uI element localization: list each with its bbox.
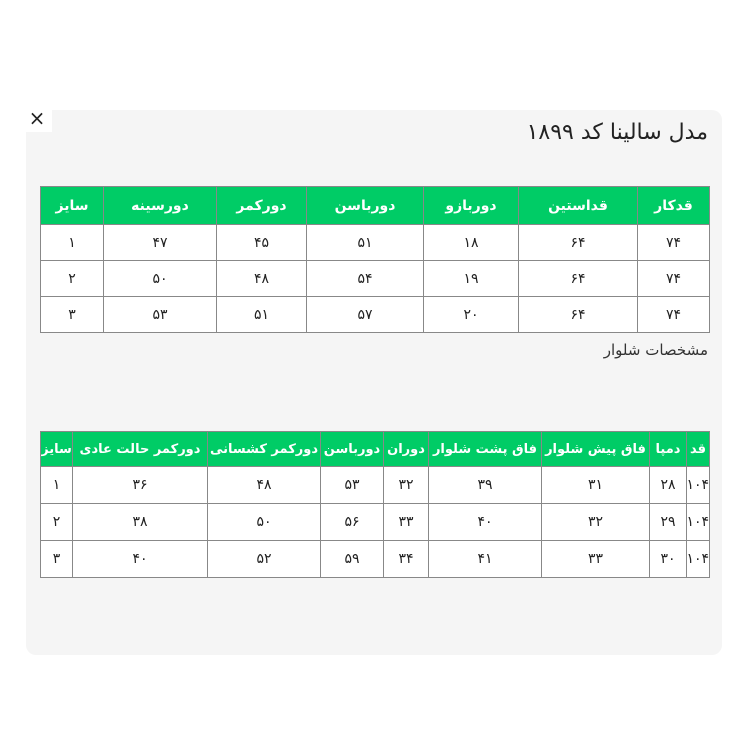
table-cell: ۷۴: [637, 260, 710, 297]
column-header: فاق پشت شلوار: [428, 431, 542, 467]
table-cell: ۵۰: [103, 260, 217, 297]
table-cell: ۵۹: [320, 540, 384, 578]
table-row: ۷۴ ۶۴ ۱۸ ۵۱ ۴۵ ۴۷ ۱: [40, 224, 710, 261]
column-header: دورباسن: [320, 431, 384, 467]
table-cell: ۳۸: [72, 503, 208, 541]
column-header: دوران: [383, 431, 429, 467]
table-cell: ۳۰: [649, 540, 687, 578]
column-header: قداستین: [518, 186, 638, 225]
column-header: قدکار: [637, 186, 710, 225]
table-cell: ۶۴: [518, 296, 638, 333]
column-header: قد: [686, 431, 710, 467]
table-row: ۷۴ ۶۴ ۲۰ ۵۷ ۵۱ ۵۳ ۳: [40, 296, 710, 333]
pants-size-table: قد دمپا فاق پیش شلوار فاق پشت شلوار دوران دور…: [40, 431, 710, 578]
table-cell: ۵۲: [207, 540, 321, 578]
table-row: ۷۴ ۶۴ ۱۹ ۵۴ ۴۸ ۵۰ ۲: [40, 260, 710, 297]
table-cell: ۲: [40, 260, 104, 297]
column-header: دمپا: [649, 431, 687, 467]
table-cell: ۶۴: [518, 224, 638, 261]
table-cell: ۳۳: [383, 503, 429, 541]
table-cell: ۲۹: [649, 503, 687, 541]
table-cell: ۱: [40, 224, 104, 261]
table-cell: ۳: [40, 296, 104, 333]
table-cell: ۵۱: [306, 224, 424, 261]
table-cell: ۱۰۴: [686, 466, 710, 504]
table-cell: ۳۴: [383, 540, 429, 578]
table-cell: ۴۰: [428, 503, 542, 541]
table-cell: ۴۷: [103, 224, 217, 261]
table-cell: ۵۰: [207, 503, 321, 541]
table-row: ۱۰۴ ۳۰ ۳۳ ۴۱ ۳۴ ۵۹ ۵۲ ۴۰ ۳: [40, 540, 710, 578]
table-cell: ۱۰۴: [686, 540, 710, 578]
table-cell: ۳۱: [541, 466, 650, 504]
table-cell: ۴۵: [216, 224, 307, 261]
page-title: مدل سالینا کد ۱۸۹۹: [526, 120, 708, 145]
close-icon[interactable]: ×: [22, 106, 52, 132]
column-header: دورکمر: [216, 186, 307, 225]
table-cell: ۱: [40, 466, 73, 504]
pants-section-title: مشخصات شلوار: [603, 341, 708, 359]
table-cell: ۵۱: [216, 296, 307, 333]
table-cell: ۳۳: [541, 540, 650, 578]
table-cell: ۷۴: [637, 224, 710, 261]
table-row: ۱۰۴ ۲۸ ۳۱ ۳۹ ۳۲ ۵۳ ۴۸ ۳۶ ۱: [40, 466, 710, 504]
table-cell: ۶۴: [518, 260, 638, 297]
column-header: فاق پیش شلوار: [541, 431, 650, 467]
table-cell: ۴۱: [428, 540, 542, 578]
table-cell: ۲۰: [423, 296, 519, 333]
table-cell: ۴۸: [207, 466, 321, 504]
table-cell: ۳۲: [383, 466, 429, 504]
table-cell: ۵۳: [103, 296, 217, 333]
column-header: سایز: [40, 431, 73, 467]
table-cell: ۱۸: [423, 224, 519, 261]
table-cell: ۱۹: [423, 260, 519, 297]
top-size-table: قدکار قداستین دوربازو دورباسن دورکمر دورسینه س…: [40, 186, 710, 333]
table-cell: ۳۲: [541, 503, 650, 541]
column-header: دورکمر کشسانی: [207, 431, 321, 467]
column-header: دوربازو: [423, 186, 519, 225]
table-row: ۱۰۴ ۲۹ ۳۲ ۴۰ ۳۳ ۵۶ ۵۰ ۳۸ ۲: [40, 503, 710, 541]
table-cell: ۳۹: [428, 466, 542, 504]
table-cell: ۲۸: [649, 466, 687, 504]
table-cell: ۳۶: [72, 466, 208, 504]
table-cell: ۳: [40, 540, 73, 578]
table-cell: ۷۴: [637, 296, 710, 333]
table-cell: ۲: [40, 503, 73, 541]
column-header: دورباسن: [306, 186, 424, 225]
table-cell: ۴۰: [72, 540, 208, 578]
column-header: دورکمر حالت عادی: [72, 431, 208, 467]
table-cell: ۵۷: [306, 296, 424, 333]
table-cell: ۵۴: [306, 260, 424, 297]
table-cell: ۱۰۴: [686, 503, 710, 541]
column-header: سایز: [40, 186, 104, 225]
table-cell: ۵۳: [320, 466, 384, 504]
table-cell: ۴۸: [216, 260, 307, 297]
column-header: دورسینه: [103, 186, 217, 225]
table-cell: ۵۶: [320, 503, 384, 541]
